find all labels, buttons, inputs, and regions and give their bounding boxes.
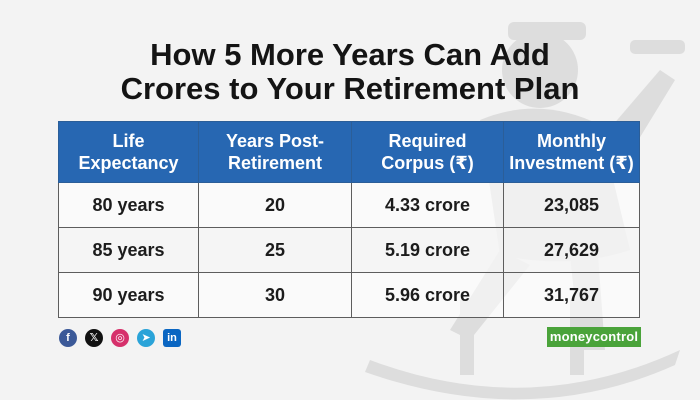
telegram-icon[interactable]: ➤ [137, 329, 155, 347]
cell-required-corpus: 4.33 crore [351, 182, 504, 228]
header-life-expectancy: Life Expectancy [58, 121, 199, 183]
header-life-expectancy-line2: Expectancy [78, 153, 179, 173]
header-required-corpus: Required Corpus (₹) [351, 121, 504, 183]
retirement-table: Life Expectancy Years Post- Retirement R… [58, 121, 640, 318]
header-monthly-investment: Monthly Investment (₹) [503, 121, 640, 183]
header-life-expectancy-line1: Life [112, 131, 145, 151]
cell-life-expectancy: 90 years [58, 272, 199, 318]
moneycontrol-logo: moneycontrol [547, 327, 641, 347]
cell-required-corpus: 5.19 crore [351, 227, 504, 273]
cell-life-expectancy: 80 years [58, 182, 199, 228]
cell-years-post-retirement: 20 [198, 182, 352, 228]
table-row: 85 years 25 5.19 crore 27,629 [58, 227, 640, 273]
cell-years-post-retirement: 25 [198, 227, 352, 273]
header-years-post-retirement: Years Post- Retirement [198, 121, 352, 183]
title-line-2: Crores to Your Retirement Plan [120, 71, 580, 106]
table-row: 80 years 20 4.33 crore 23,085 [58, 182, 640, 228]
header-corpus-line1: Required [388, 131, 467, 151]
table-header-row: Life Expectancy Years Post- Retirement R… [58, 121, 640, 183]
cell-monthly-investment: 31,767 [503, 272, 640, 318]
instagram-icon[interactable]: ◎ [111, 329, 129, 347]
facebook-icon[interactable]: f [59, 329, 77, 347]
page-title: How 5 More Years Can Add Crores to Your … [0, 38, 700, 106]
x-icon[interactable]: 𝕏 [85, 329, 103, 347]
header-monthly-line1: Monthly [537, 131, 606, 151]
cell-life-expectancy: 85 years [58, 227, 199, 273]
title-line-1: How 5 More Years Can Add [150, 37, 550, 72]
cell-monthly-investment: 23,085 [503, 182, 640, 228]
linkedin-icon[interactable]: in [163, 329, 181, 347]
cell-monthly-investment: 27,629 [503, 227, 640, 273]
cell-years-post-retirement: 30 [198, 272, 352, 318]
social-icons: f 𝕏 ◎ ➤ in [59, 329, 181, 347]
header-years-post-line1: Years Post- [225, 131, 325, 151]
header-monthly-line2: Investment (₹) [509, 153, 634, 173]
header-years-post-line2: Retirement [227, 153, 323, 173]
cell-required-corpus: 5.96 crore [351, 272, 504, 318]
header-corpus-line2: Corpus (₹) [381, 153, 474, 173]
table-row: 90 years 30 5.96 crore 31,767 [58, 272, 640, 318]
